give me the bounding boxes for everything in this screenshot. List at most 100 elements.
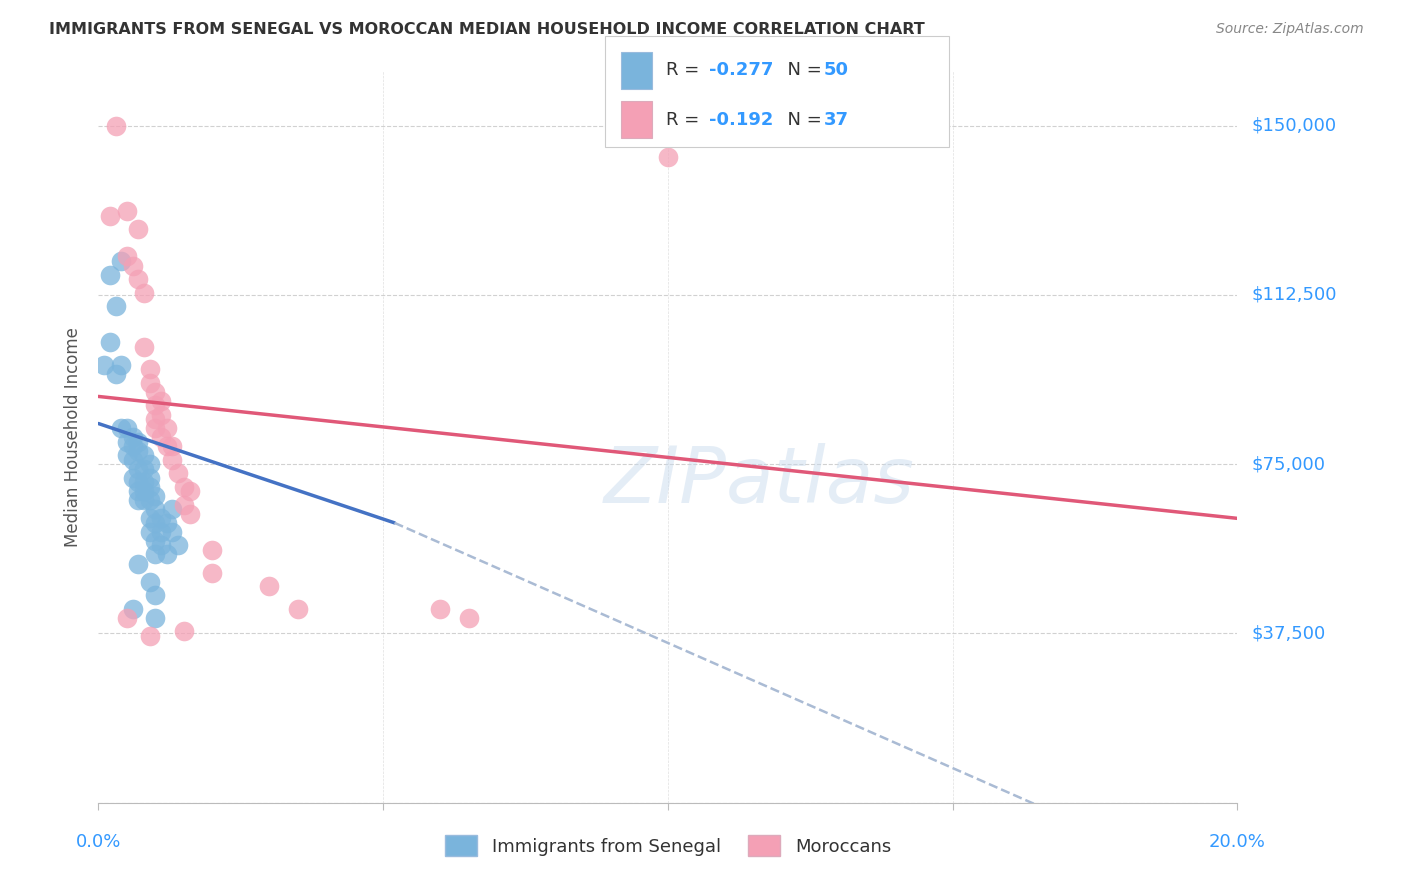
Point	[145, 548, 167, 562]
Point	[156, 421, 179, 435]
Point	[115, 204, 138, 219]
Point	[127, 475, 149, 490]
Point	[127, 484, 149, 499]
Point	[150, 538, 173, 552]
Text: 50: 50	[824, 62, 849, 79]
Point	[138, 493, 160, 508]
Text: N =: N =	[776, 111, 828, 128]
Point	[429, 601, 451, 615]
Point	[127, 493, 149, 508]
Point	[259, 579, 281, 593]
Point	[110, 421, 132, 435]
Text: 37: 37	[824, 111, 849, 128]
Text: $112,500: $112,500	[1251, 285, 1337, 304]
Point	[162, 502, 184, 516]
Point	[132, 493, 155, 508]
Point	[138, 457, 160, 471]
Point	[150, 511, 173, 525]
Text: 20.0%: 20.0%	[1209, 833, 1265, 851]
Point	[150, 430, 173, 444]
Point	[162, 524, 184, 539]
Text: R =: R =	[666, 62, 706, 79]
Point	[138, 376, 160, 390]
Text: Source: ZipAtlas.com: Source: ZipAtlas.com	[1216, 22, 1364, 37]
Point	[121, 439, 143, 453]
Point	[145, 412, 167, 426]
Point	[121, 259, 143, 273]
Point	[104, 367, 127, 381]
Point	[104, 119, 127, 133]
Point	[132, 475, 155, 490]
Point	[132, 285, 155, 300]
Point	[138, 524, 160, 539]
Point	[138, 362, 160, 376]
Point	[287, 601, 309, 615]
Point	[127, 272, 149, 286]
Point	[145, 516, 167, 530]
Point	[145, 489, 167, 503]
Point	[167, 538, 190, 552]
Point	[173, 624, 195, 639]
Text: $75,000: $75,000	[1251, 455, 1326, 473]
Point	[127, 222, 149, 236]
Point	[93, 358, 115, 372]
Point	[145, 421, 167, 435]
Y-axis label: Median Household Income: Median Household Income	[65, 327, 83, 547]
Text: $37,500: $37,500	[1251, 624, 1326, 642]
Point	[657, 150, 679, 164]
Point	[127, 434, 149, 449]
Text: -0.277: -0.277	[709, 62, 773, 79]
Point	[98, 335, 121, 350]
Point	[110, 358, 132, 372]
Point	[150, 408, 173, 422]
Point	[132, 484, 155, 499]
Point	[138, 471, 160, 485]
Point	[145, 384, 167, 399]
Point	[115, 610, 138, 624]
Text: R =: R =	[666, 111, 706, 128]
Point	[173, 498, 195, 512]
Point	[162, 439, 184, 453]
Text: IMMIGRANTS FROM SENEGAL VS MOROCCAN MEDIAN HOUSEHOLD INCOME CORRELATION CHART: IMMIGRANTS FROM SENEGAL VS MOROCCAN MEDI…	[49, 22, 925, 37]
Legend: Immigrants from Senegal, Moroccans: Immigrants from Senegal, Moroccans	[437, 828, 898, 863]
Point	[457, 610, 479, 624]
Point	[179, 507, 201, 521]
Text: 0.0%: 0.0%	[76, 833, 121, 851]
Point	[98, 268, 121, 282]
Point	[127, 443, 149, 458]
Point	[145, 610, 167, 624]
Point	[121, 430, 143, 444]
Point	[138, 480, 160, 494]
Point	[156, 548, 179, 562]
Point	[121, 601, 143, 615]
Point	[150, 524, 173, 539]
Point	[138, 574, 160, 589]
Point	[162, 452, 184, 467]
Point	[173, 480, 195, 494]
Point	[201, 543, 224, 558]
Point	[167, 466, 190, 480]
Point	[132, 448, 155, 462]
Point	[115, 250, 138, 264]
Point	[138, 629, 160, 643]
Text: N =: N =	[776, 62, 828, 79]
Point	[127, 557, 149, 571]
Point	[150, 394, 173, 409]
Point	[156, 439, 179, 453]
Point	[138, 511, 160, 525]
Point	[156, 516, 179, 530]
Point	[145, 399, 167, 413]
Point	[145, 502, 167, 516]
Point	[145, 533, 167, 548]
Point	[121, 471, 143, 485]
Point	[179, 484, 201, 499]
Point	[98, 209, 121, 223]
Text: -0.192: -0.192	[709, 111, 773, 128]
Point	[145, 588, 167, 602]
Point	[201, 566, 224, 580]
Point	[104, 299, 127, 313]
Point	[127, 461, 149, 475]
Point	[132, 340, 155, 354]
Point	[132, 461, 155, 475]
Point	[110, 254, 132, 268]
